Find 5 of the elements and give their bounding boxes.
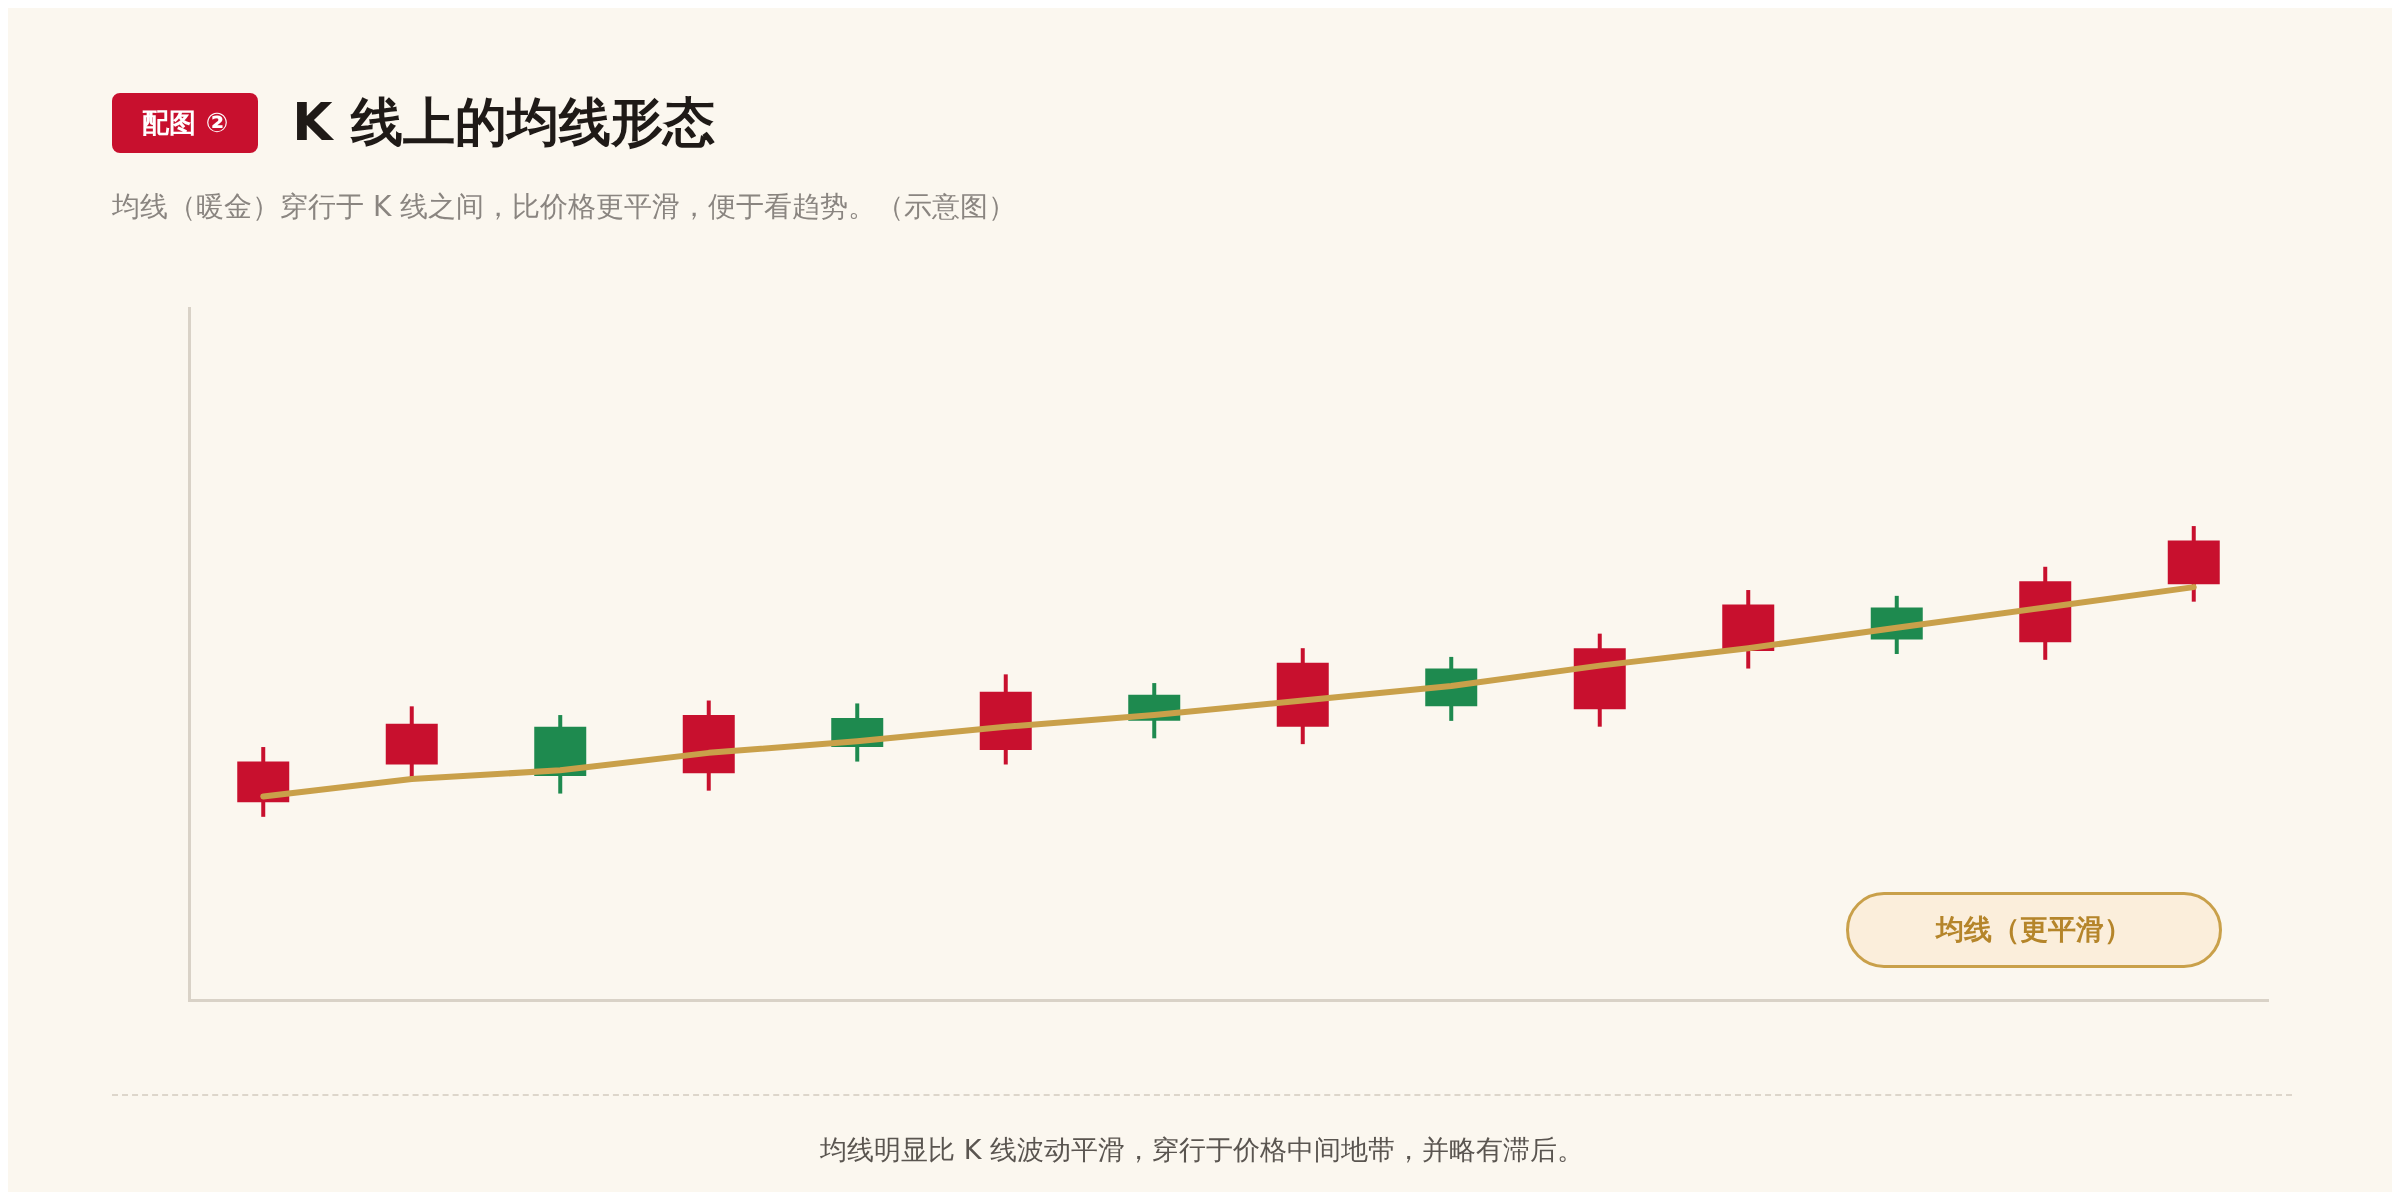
text: 配图 ② [112,93,259,153]
text: 均线（更平滑） [1846,892,2222,968]
text: 均线明显比 K 线波动平滑，穿行于价格中间地带，并略有滞后。 [819,1133,1585,1167]
chart-title: K 线上的均线形态 [292,91,715,154]
chart-subtitle: 均线（暖金）穿行于 K 线之间，比价格更平滑，便于看趋势。（示意图） [112,189,1017,225]
